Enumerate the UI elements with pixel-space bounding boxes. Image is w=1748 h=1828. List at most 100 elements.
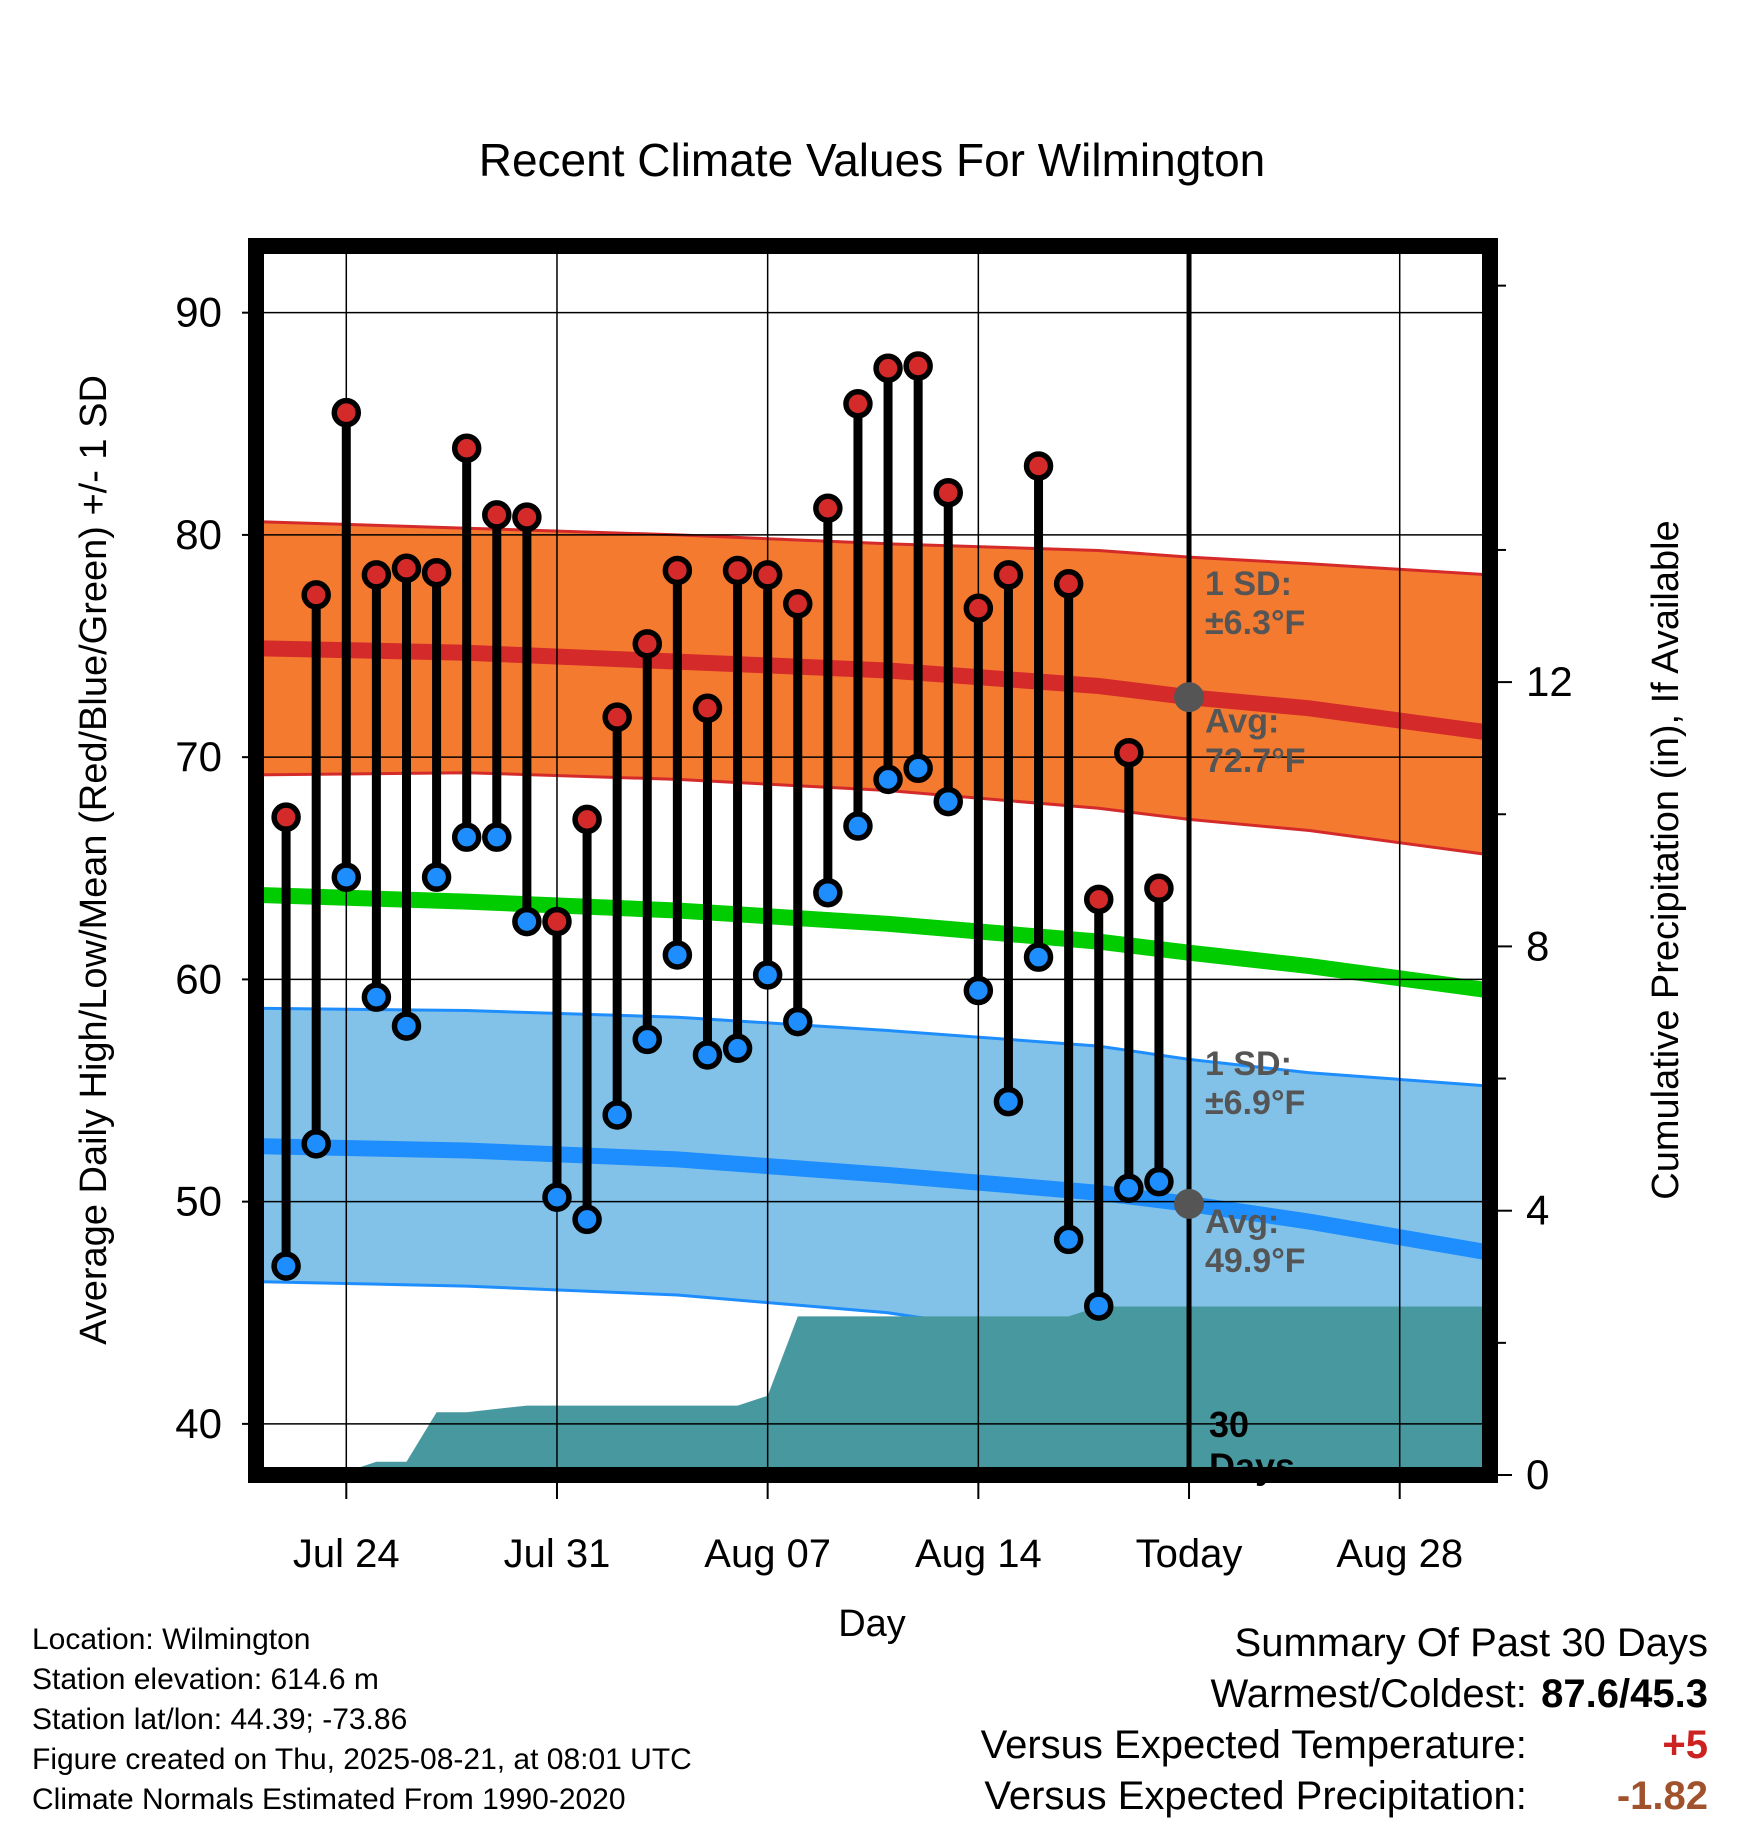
low-point [963,975,994,1006]
high-point [873,353,903,383]
chart-title: Recent Climate Values For Wilmington [479,134,1266,186]
high-point [331,397,362,428]
summary-temp: Versus Expected Temperature: +5 [981,1720,1708,1771]
figure-created: Figure created on Thu, 2025-08-21, at 08… [32,1743,692,1776]
y-tick-label: 40 [175,1400,222,1447]
high-point [1053,569,1084,599]
high-point [933,477,963,508]
high-point [963,593,994,624]
low-point [301,1129,331,1159]
low-point [1023,942,1054,972]
high-point [361,560,392,590]
low-sd-annotation: 1 SD: ±6.9°F [1205,1045,1305,1122]
low-point [331,862,362,892]
precip-value: -1.82 [1616,1774,1708,1818]
warm-cold-value: 87.6/45.3 [1541,1672,1708,1716]
high-avg-line [256,640,1490,741]
low-point [632,1024,663,1055]
summary-panel: Summary Of Past 30 Days Warmest/Coldest:… [981,1618,1708,1822]
low-point [843,811,873,841]
low-point [662,940,693,970]
x-tick-label: Aug 14 [915,1532,1042,1576]
low-point [1083,1291,1114,1321]
high-point [1083,884,1114,915]
y2-tick-label: 0 [1526,1451,1549,1498]
station-elevation: Station elevation: 614.6 m [32,1663,379,1696]
station-latlon: Station lat/lon: 44.39; -73.86 [32,1703,408,1736]
high-point [662,555,693,586]
y2-tick-label: 12 [1526,658,1573,705]
high-point [271,802,301,832]
high-sd-upper-edge [255,520,1491,577]
y-tick-label: 80 [175,511,222,558]
normals-period: Climate Normals Estimated From 1990-2020 [32,1783,626,1816]
low-point [752,960,783,990]
low-point [542,1182,572,1212]
low-avg-annotation: Avg: 49.9°F [1205,1203,1306,1280]
low-point [271,1251,301,1281]
low-point [783,1006,813,1037]
summary-warm-cold: Warmest/Coldest: 87.6/45.3 [981,1669,1709,1720]
y2-axis-label: Cumulative Precipitation (in), If Availa… [1645,520,1687,1199]
high-avg-annotation: Avg: 72.7°F [1205,703,1306,780]
x-tick-label: Jul 31 [504,1532,611,1576]
y-tick-label: 50 [175,1178,222,1225]
low-point [692,1040,723,1070]
y2-tick-label: 4 [1526,1187,1549,1234]
y-axis-label: Average Daily High/Low/Mean (Red/Blue/Gr… [73,375,115,1345]
low-point [1144,1166,1174,1197]
low-point [391,1011,422,1041]
low-point [993,1086,1024,1117]
low-point [482,822,512,852]
high-point [1144,873,1174,904]
mean-avg-line [256,886,1490,999]
high-point [301,580,331,610]
x-tick-label: Today [1136,1532,1243,1576]
warm-cold-label: Warmest/Coldest: [1210,1672,1527,1716]
low-point [903,753,933,784]
high-point [572,804,602,835]
high-point [421,557,452,588]
high-point [1114,737,1144,768]
high-point [783,589,813,619]
precip-label: Versus Expected Precipitation: [984,1774,1527,1818]
high-sd-band [256,521,1490,855]
precip-area [256,1306,1490,1475]
high-point [813,493,843,523]
low-point [572,1204,602,1235]
y2-tick-label: 8 [1526,922,1549,969]
high-point [482,500,512,530]
low-point [722,1033,753,1064]
high-point [1023,451,1054,481]
low-point [361,982,392,1012]
high-point [512,502,542,532]
high-point [451,433,482,463]
high-point [602,702,632,732]
low-sd-upper-edge [255,1006,1491,1088]
today-low-avg-marker [1174,1188,1205,1219]
low-point [873,764,903,795]
y-tick-label: 90 [175,289,222,336]
high-point [993,560,1024,590]
high-point [903,351,933,381]
x-tick-label: Aug 28 [1336,1532,1463,1576]
low-point [451,822,482,852]
low-point [602,1100,632,1130]
station-info: Location: Wilmington Station elevation: … [32,1620,692,1820]
high-point [391,553,422,584]
high-point [843,389,873,419]
summary-heading: Summary Of Past 30 Days [1234,1621,1708,1665]
high-sd-lower-edge [255,771,1491,857]
high-point [752,560,783,590]
plot-frame [248,238,1498,1483]
today-high-avg-marker [1174,682,1205,713]
high-sd-annotation: 1 SD: ±6.3°F [1205,565,1305,642]
low-point [421,862,452,892]
low-point [933,786,963,817]
low-point [1114,1173,1144,1204]
high-point [632,629,663,659]
high-point [722,555,753,586]
low-point [813,877,843,908]
y-tick-label: 60 [175,955,222,1002]
